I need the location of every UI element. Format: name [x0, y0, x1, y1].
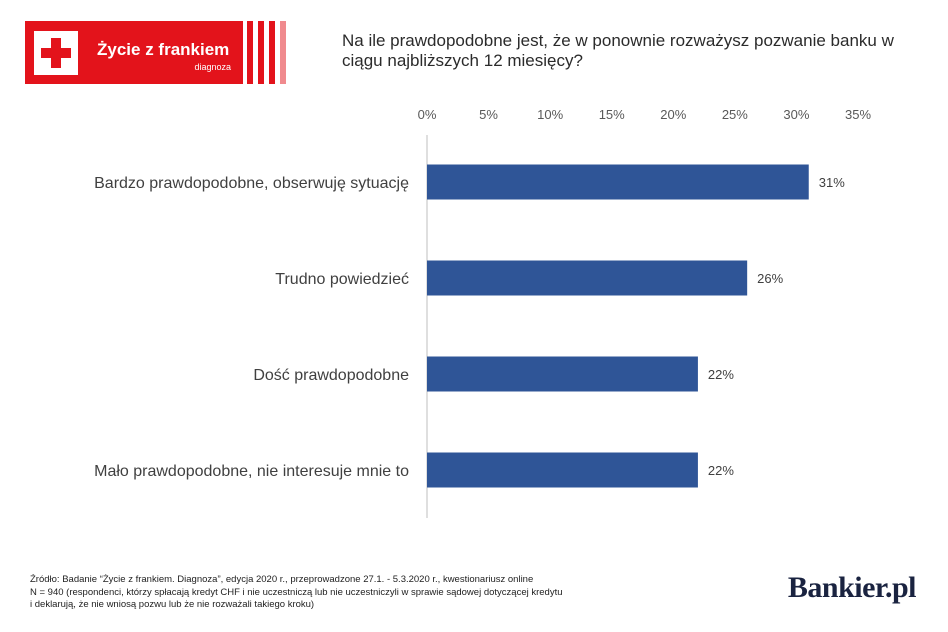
x-tick-label: 15% [599, 107, 625, 122]
logo-red-box: Życie z frankiem diagnoza [25, 21, 243, 84]
footnote-source: Źródło: Badanie “Życie z frankiem. Diagn… [30, 574, 534, 585]
brand-logo: Bankier.pl [787, 571, 917, 604]
footnote-sample: N = 940 (respondenci, którzy spłacają kr… [30, 586, 563, 598]
logo-title: Życie z frankiem [97, 40, 230, 59]
logo-stripe [247, 21, 253, 84]
data-label: 31% [819, 175, 845, 190]
logo-subtitle: diagnoza [194, 62, 231, 72]
data-label: 26% [757, 271, 783, 286]
x-tick-label: 0% [418, 107, 437, 122]
bar [427, 356, 698, 392]
logo-stripe [280, 21, 286, 84]
bar [427, 260, 748, 296]
survey-logo: Życie z frankiem diagnoza [25, 21, 297, 84]
x-tick-label: 35% [845, 107, 871, 122]
bar-chart: 0% 5% 10% 15% 20% 25% 30% 35% Bardzo prawdopodob… [94, 107, 871, 518]
x-tick-label: 30% [783, 107, 809, 122]
data-label: 22% [708, 367, 734, 382]
category-label: Mało prawdopodobne, nie interesuje mnie … [94, 463, 409, 480]
bar [427, 164, 809, 200]
bar [427, 452, 698, 488]
x-tick-label: 20% [660, 107, 686, 122]
category-label: Dość prawdopodobne [253, 367, 409, 384]
x-tick-label: 5% [479, 107, 498, 122]
swiss-cross-icon [34, 31, 78, 75]
category-label: Trudno powiedzieć [275, 271, 409, 288]
x-tick-label: 10% [537, 107, 563, 122]
logo-stripe [269, 21, 275, 84]
logo-stripe [258, 21, 264, 84]
data-label: 22% [708, 463, 734, 478]
footnote-sample-cont: i deklarują, że nie wniosą pozwu lub że … [30, 599, 315, 610]
x-tick-label: 25% [722, 107, 748, 122]
footnote: Źródło: Badanie “Życie z frankiem. Diagn… [30, 574, 650, 612]
category-label: Bardzo prawdopodobne, obserwuję sytuację [94, 175, 409, 192]
chart-title: Na ile prawdopodobne jest, że w ponownie… [342, 31, 894, 70]
